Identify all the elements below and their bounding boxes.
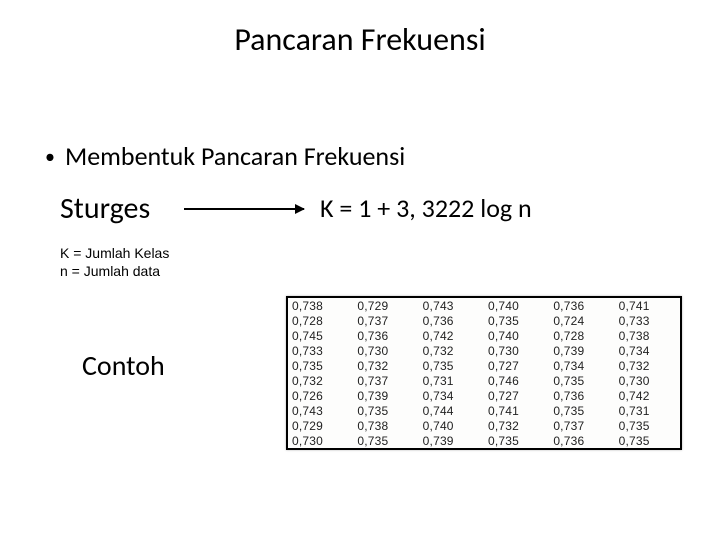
table-cell: 0,728 — [549, 328, 614, 343]
table-cell: 0,738 — [615, 328, 680, 343]
table-cell: 0,740 — [419, 418, 484, 433]
bullet-item: • Membentuk Pancaran Frekuensi — [45, 140, 405, 172]
table-cell: 0,731 — [419, 373, 484, 388]
table-row: 0,7290,7380,7400,7320,7370,735 — [288, 418, 680, 433]
arrow-icon — [184, 208, 304, 210]
data-table: 0,7380,7290,7430,7400,7360,7410,7280,737… — [288, 298, 680, 448]
table-cell: 0,740 — [484, 328, 549, 343]
table-cell: 0,736 — [549, 388, 614, 403]
table-cell: 0,736 — [353, 328, 418, 343]
table-cell: 0,732 — [353, 358, 418, 373]
table-cell: 0,745 — [288, 328, 353, 343]
table-cell: 0,727 — [484, 388, 549, 403]
table-cell: 0,735 — [549, 403, 614, 418]
table-cell: 0,737 — [549, 418, 614, 433]
table-row: 0,7320,7370,7310,7460,7350,730 — [288, 373, 680, 388]
table-cell: 0,736 — [549, 298, 614, 313]
table-row: 0,7430,7350,7440,7410,7350,731 — [288, 403, 680, 418]
bullet-dot-icon: • — [45, 145, 55, 169]
table-cell: 0,735 — [615, 418, 680, 433]
table-cell: 0,734 — [615, 343, 680, 358]
table-cell: 0,741 — [484, 403, 549, 418]
table-row: 0,7280,7370,7360,7350,7240,733 — [288, 313, 680, 328]
table-cell: 0,735 — [484, 313, 549, 328]
legend-line-k: K = Jumlah Kelas — [60, 245, 169, 263]
table-cell: 0,730 — [288, 433, 353, 448]
table-cell: 0,732 — [419, 343, 484, 358]
table-cell: 0,732 — [484, 418, 549, 433]
table-cell: 0,744 — [419, 403, 484, 418]
table-cell: 0,726 — [288, 388, 353, 403]
table-cell: 0,742 — [615, 388, 680, 403]
table-cell: 0,729 — [288, 418, 353, 433]
table-cell: 0,736 — [419, 313, 484, 328]
table-row: 0,7450,7360,7420,7400,7280,738 — [288, 328, 680, 343]
formula-text: K = 1 + 3, 3222 log n — [320, 192, 532, 224]
contoh-label: Contoh — [82, 348, 165, 383]
table-cell: 0,730 — [615, 373, 680, 388]
table-cell: 0,735 — [615, 433, 680, 448]
table-cell: 0,732 — [615, 358, 680, 373]
table-cell: 0,743 — [419, 298, 484, 313]
table-cell: 0,739 — [549, 343, 614, 358]
table-cell: 0,733 — [615, 313, 680, 328]
data-table-box: 0,7380,7290,7430,7400,7360,7410,7280,737… — [286, 296, 682, 450]
table-cell: 0,735 — [288, 358, 353, 373]
table-cell: 0,739 — [353, 388, 418, 403]
table-row: 0,7300,7350,7390,7350,7360,735 — [288, 433, 680, 448]
table-row: 0,7330,7300,7320,7300,7390,734 — [288, 343, 680, 358]
table-cell: 0,736 — [549, 433, 614, 448]
bullet-text: Membentuk Pancaran Frekuensi — [65, 140, 405, 172]
table-cell: 0,740 — [484, 298, 549, 313]
table-cell: 0,735 — [353, 433, 418, 448]
table-cell: 0,741 — [615, 298, 680, 313]
table-cell: 0,746 — [484, 373, 549, 388]
table-cell: 0,724 — [549, 313, 614, 328]
table-cell: 0,734 — [549, 358, 614, 373]
table-cell: 0,733 — [288, 343, 353, 358]
legend-line-n: n = Jumlah data — [60, 263, 169, 281]
table-cell: 0,732 — [288, 373, 353, 388]
table-cell: 0,737 — [353, 313, 418, 328]
table-cell: 0,731 — [615, 403, 680, 418]
table-cell: 0,739 — [419, 433, 484, 448]
table-cell: 0,730 — [484, 343, 549, 358]
table-cell: 0,735 — [419, 358, 484, 373]
table-cell: 0,735 — [549, 373, 614, 388]
table-cell: 0,728 — [288, 313, 353, 328]
table-cell: 0,735 — [484, 433, 549, 448]
slide-title: Pancaran Frekuensi — [0, 20, 720, 59]
table-cell: 0,737 — [353, 373, 418, 388]
table-cell: 0,735 — [353, 403, 418, 418]
legend-block: K = Jumlah Kelas n = Jumlah data — [60, 245, 169, 280]
table-cell: 0,729 — [353, 298, 418, 313]
table-row: 0,7260,7390,7340,7270,7360,742 — [288, 388, 680, 403]
table-cell: 0,730 — [353, 343, 418, 358]
table-row: 0,7380,7290,7430,7400,7360,741 — [288, 298, 680, 313]
table-cell: 0,742 — [419, 328, 484, 343]
table-cell: 0,727 — [484, 358, 549, 373]
table-row: 0,7350,7320,7350,7270,7340,732 — [288, 358, 680, 373]
table-cell: 0,738 — [288, 298, 353, 313]
sturges-label: Sturges — [60, 190, 150, 227]
table-cell: 0,738 — [353, 418, 418, 433]
table-cell: 0,734 — [419, 388, 484, 403]
table-cell: 0,743 — [288, 403, 353, 418]
